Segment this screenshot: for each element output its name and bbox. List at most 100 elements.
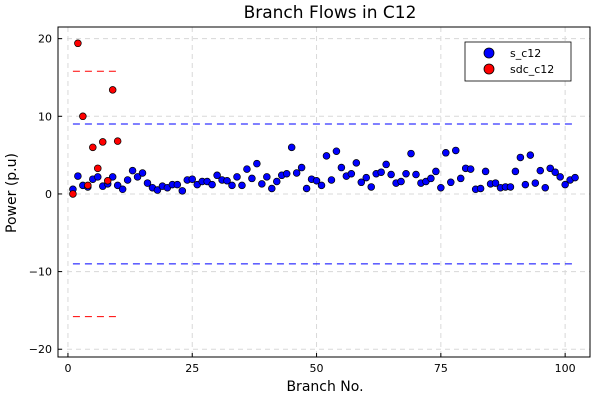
data-point-s-c12 xyxy=(317,181,326,190)
data-points xyxy=(69,39,579,198)
data-point-s-c12 xyxy=(282,170,291,178)
data-point-s-c12 xyxy=(297,163,306,172)
data-point-s-c12 xyxy=(556,173,564,181)
data-point-s-c12 xyxy=(551,168,559,176)
data-point-s-c12 xyxy=(153,186,162,194)
data-point-s-c12 xyxy=(287,143,296,152)
y-tick-label: −20 xyxy=(29,343,52,356)
y-tick-label: 0 xyxy=(45,188,52,201)
data-point-s-c12 xyxy=(481,167,490,176)
legend: s_c12 sdc_c12 xyxy=(464,41,572,82)
x-tick-label: 75 xyxy=(434,362,448,375)
data-point-s-c12 xyxy=(268,184,276,193)
data-point-s-c12 xyxy=(442,149,450,157)
data-point-s-c12 xyxy=(302,184,311,193)
data-point-s-c12 xyxy=(506,183,515,191)
axis-ticks: 0 25 50 75 100 −20 −10 0 10 20 xyxy=(29,33,576,375)
data-point-s-c12 xyxy=(432,167,440,176)
data-point-s-c12 xyxy=(571,173,579,182)
data-point-s-c12 xyxy=(248,174,256,183)
data-point-s-c12 xyxy=(337,163,346,172)
data-point-s-c12 xyxy=(382,160,390,169)
y-tick-label: 20 xyxy=(38,33,52,46)
data-point-s-c12 xyxy=(233,173,241,181)
data-point-s-c12 xyxy=(387,170,395,179)
data-point-s-c12 xyxy=(491,179,500,187)
data-point-s-c12 xyxy=(228,181,236,190)
data-point-sdc-c12 xyxy=(98,138,107,146)
y-tick-label: −10 xyxy=(29,266,52,279)
data-point-s-c12 xyxy=(521,180,530,189)
data-point-s-c12 xyxy=(561,180,569,189)
data-point-s-c12 xyxy=(362,173,371,182)
data-point-s-c12 xyxy=(352,159,361,167)
data-point-s-c12 xyxy=(511,167,520,176)
y-tick-label: 10 xyxy=(38,110,52,123)
data-point-s-c12 xyxy=(253,159,261,168)
x-axis-title: Branch No. xyxy=(286,379,363,395)
data-point-s-c12 xyxy=(516,153,525,162)
data-point-s-c12 xyxy=(526,151,535,159)
x-tick-label: 25 xyxy=(185,362,199,375)
data-point-s-c12 xyxy=(546,164,554,173)
data-point-sdc-c12 xyxy=(103,176,112,185)
data-point-s-c12 xyxy=(427,174,435,183)
data-point-sdc-c12 xyxy=(94,164,102,173)
data-point-s-c12 xyxy=(128,166,137,175)
data-point-sdc-c12 xyxy=(108,86,117,94)
data-point-s-c12 xyxy=(531,179,540,187)
data-point-s-c12 xyxy=(452,146,460,155)
data-point-s-c12 xyxy=(208,180,216,189)
data-point-s-c12 xyxy=(357,178,366,187)
data-point-s-c12 xyxy=(312,176,321,185)
legend-marker-sdc-c12 xyxy=(483,63,495,75)
data-point-s-c12 xyxy=(322,152,331,160)
legend-label-s-c12: s_c12 xyxy=(510,47,541,60)
data-point-sdc-c12 xyxy=(113,137,122,145)
plot-frame xyxy=(57,26,591,358)
data-point-s-c12 xyxy=(397,177,405,186)
data-point-sdc-c12 xyxy=(89,143,97,152)
data-point-s-c12 xyxy=(123,176,132,184)
data-point-sdc-c12 xyxy=(74,39,82,48)
legend-marker-s-c12 xyxy=(483,47,495,59)
data-point-s-c12 xyxy=(188,175,196,183)
data-point-s-c12 xyxy=(113,181,122,190)
data-point-s-c12 xyxy=(292,169,301,177)
legend-box xyxy=(464,41,572,82)
data-point-s-c12 xyxy=(407,149,415,158)
data-point-s-c12 xyxy=(327,176,336,184)
data-point-s-c12 xyxy=(367,183,375,191)
data-point-sdc-c12 xyxy=(69,190,77,198)
data-point-s-c12 xyxy=(447,178,455,187)
data-point-s-c12 xyxy=(238,181,246,190)
data-point-s-c12 xyxy=(273,177,281,186)
data-point-s-c12 xyxy=(243,165,251,173)
data-point-s-c12 xyxy=(402,170,410,178)
data-point-s-c12 xyxy=(437,183,445,192)
data-point-s-c12 xyxy=(536,166,545,175)
data-point-s-c12 xyxy=(173,180,182,189)
limit-lines xyxy=(72,70,576,318)
data-point-s-c12 xyxy=(332,147,341,155)
data-point-s-c12 xyxy=(466,165,475,173)
chart-title: Branch Flows in C12 xyxy=(244,3,417,23)
data-point-s-c12 xyxy=(213,171,221,180)
data-point-s-c12 xyxy=(377,168,385,176)
data-point-sdc-c12 xyxy=(84,181,92,190)
data-point-s-c12 xyxy=(412,170,420,179)
data-point-sdc-c12 xyxy=(79,112,87,121)
data-point-s-c12 xyxy=(108,173,117,181)
y-axis-title: Power (p.u) xyxy=(4,153,20,233)
data-point-s-c12 xyxy=(456,174,465,183)
data-point-s-c12 xyxy=(347,170,356,178)
data-point-s-c12 xyxy=(476,184,485,193)
x-tick-label: 50 xyxy=(310,362,324,375)
grid xyxy=(58,27,590,357)
data-point-s-c12 xyxy=(258,180,266,188)
x-tick-label: 0 xyxy=(64,362,71,375)
legend-label-sdc-c12: sdc_c12 xyxy=(510,63,554,76)
data-point-s-c12 xyxy=(143,179,152,187)
data-point-s-c12 xyxy=(133,173,142,181)
